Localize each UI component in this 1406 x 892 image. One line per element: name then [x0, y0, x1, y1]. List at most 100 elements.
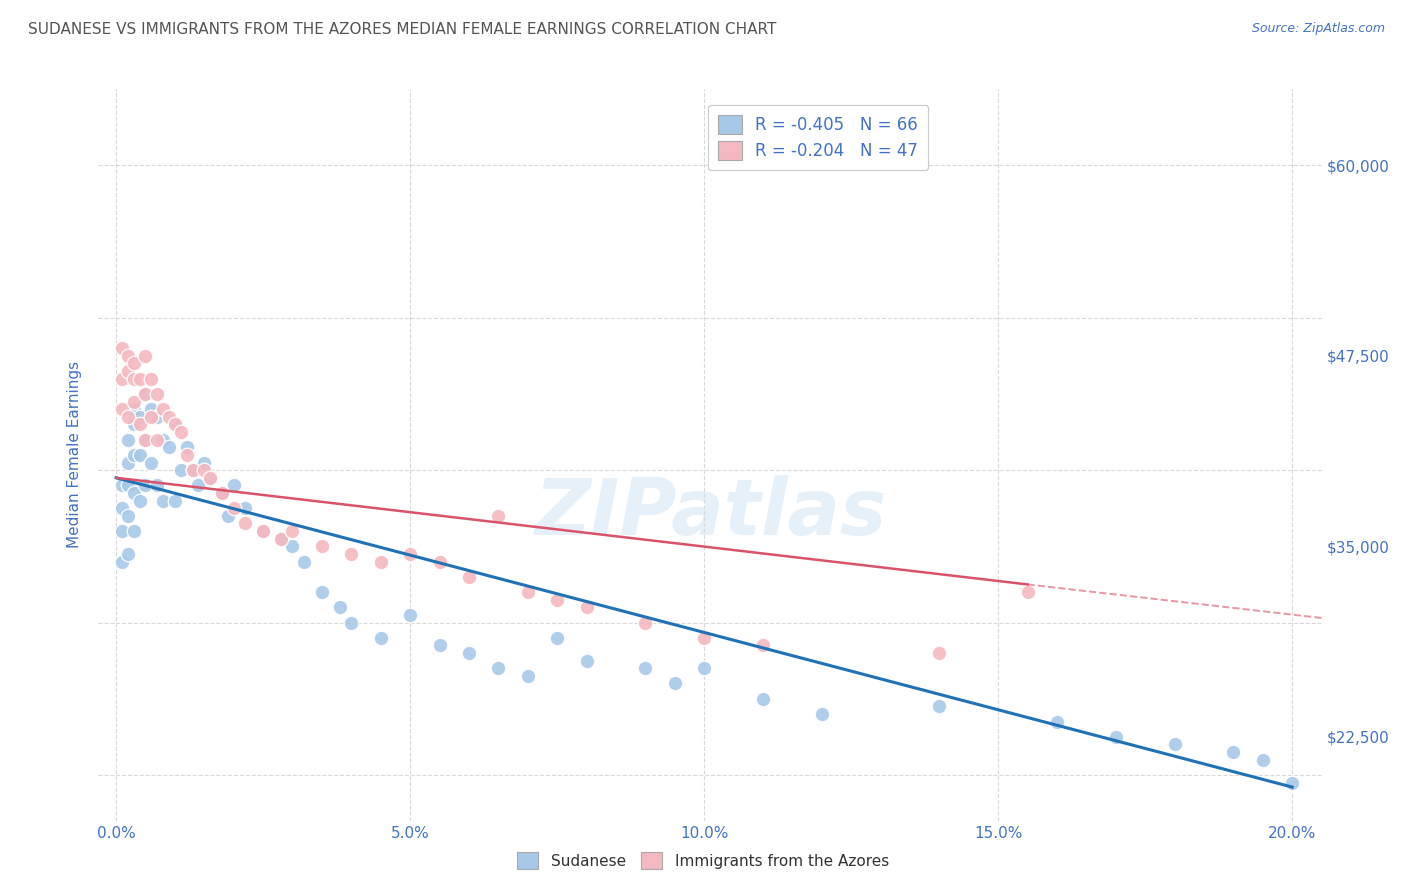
Point: [928, 646, 950, 660]
Point: [111, 402, 134, 417]
Point: [193, 456, 215, 470]
Point: [181, 463, 204, 477]
Point: [486, 508, 509, 523]
Point: [141, 456, 163, 470]
Point: [170, 463, 193, 477]
Point: [810, 706, 832, 721]
Point: [486, 661, 509, 675]
Point: [429, 555, 451, 569]
Point: [458, 570, 481, 584]
Point: [152, 402, 174, 417]
Point: [370, 555, 392, 569]
Point: [198, 471, 221, 485]
Point: [122, 417, 145, 432]
Text: ZIPatlas: ZIPatlas: [534, 475, 886, 551]
Point: [292, 555, 315, 569]
Point: [664, 676, 686, 690]
Point: [122, 372, 145, 386]
Point: [222, 501, 245, 516]
Point: [146, 433, 169, 447]
Point: [252, 524, 274, 538]
Point: [328, 600, 350, 615]
Legend: Sudanese, Immigrants from the Azores: Sudanese, Immigrants from the Azores: [510, 846, 896, 875]
Text: SUDANESE VS IMMIGRANTS FROM THE AZORES MEDIAN FEMALE EARNINGS CORRELATION CHART: SUDANESE VS IMMIGRANTS FROM THE AZORES M…: [28, 22, 776, 37]
Point: [211, 486, 233, 500]
Point: [458, 646, 481, 660]
Point: [235, 501, 257, 516]
Point: [198, 471, 221, 485]
Point: [1251, 753, 1274, 767]
Point: [181, 463, 204, 477]
Point: [311, 585, 333, 599]
Point: [222, 478, 245, 492]
Point: [134, 478, 156, 492]
Point: [163, 417, 186, 432]
Point: [217, 508, 239, 523]
Point: [146, 478, 169, 492]
Point: [146, 387, 169, 401]
Point: [516, 669, 538, 683]
Point: [128, 448, 150, 462]
Point: [575, 600, 598, 615]
Point: [546, 631, 568, 645]
Point: [117, 433, 139, 447]
Point: [270, 532, 292, 546]
Point: [117, 349, 139, 363]
Text: Source: ZipAtlas.com: Source: ZipAtlas.com: [1251, 22, 1385, 36]
Point: [157, 409, 180, 424]
Point: [122, 402, 145, 417]
Point: [1017, 585, 1039, 599]
Point: [311, 539, 333, 553]
Point: [575, 654, 598, 668]
Point: [163, 417, 186, 432]
Point: [399, 607, 422, 622]
Point: [122, 394, 145, 409]
Point: [340, 615, 363, 630]
Legend: R = -0.405   N = 66, R = -0.204   N = 47: R = -0.405 N = 66, R = -0.204 N = 47: [709, 105, 928, 170]
Y-axis label: Median Female Earnings: Median Female Earnings: [67, 361, 83, 549]
Point: [117, 508, 139, 523]
Point: [1281, 775, 1303, 789]
Point: [157, 440, 180, 454]
Point: [152, 493, 174, 508]
Point: [141, 372, 163, 386]
Point: [117, 409, 139, 424]
Point: [752, 639, 775, 653]
Point: [176, 448, 198, 462]
Point: [128, 417, 150, 432]
Point: [111, 501, 134, 516]
Point: [1046, 714, 1069, 729]
Point: [546, 592, 568, 607]
Point: [211, 486, 233, 500]
Point: [122, 448, 145, 462]
Point: [370, 631, 392, 645]
Point: [1105, 730, 1128, 744]
Point: [111, 478, 134, 492]
Point: [752, 691, 775, 706]
Point: [163, 493, 186, 508]
Point: [193, 463, 215, 477]
Point: [128, 372, 150, 386]
Point: [122, 356, 145, 371]
Point: [340, 547, 363, 561]
Point: [281, 524, 304, 538]
Point: [111, 372, 134, 386]
Point: [111, 555, 134, 569]
Point: [252, 524, 274, 538]
Point: [141, 402, 163, 417]
Point: [693, 661, 716, 675]
Point: [141, 409, 163, 424]
Point: [516, 585, 538, 599]
Point: [634, 661, 657, 675]
Point: [117, 456, 139, 470]
Point: [176, 440, 198, 454]
Point: [1163, 738, 1185, 752]
Point: [128, 493, 150, 508]
Point: [693, 631, 716, 645]
Point: [270, 532, 292, 546]
Point: [117, 478, 139, 492]
Point: [134, 433, 156, 447]
Point: [122, 524, 145, 538]
Point: [111, 524, 134, 538]
Point: [117, 547, 139, 561]
